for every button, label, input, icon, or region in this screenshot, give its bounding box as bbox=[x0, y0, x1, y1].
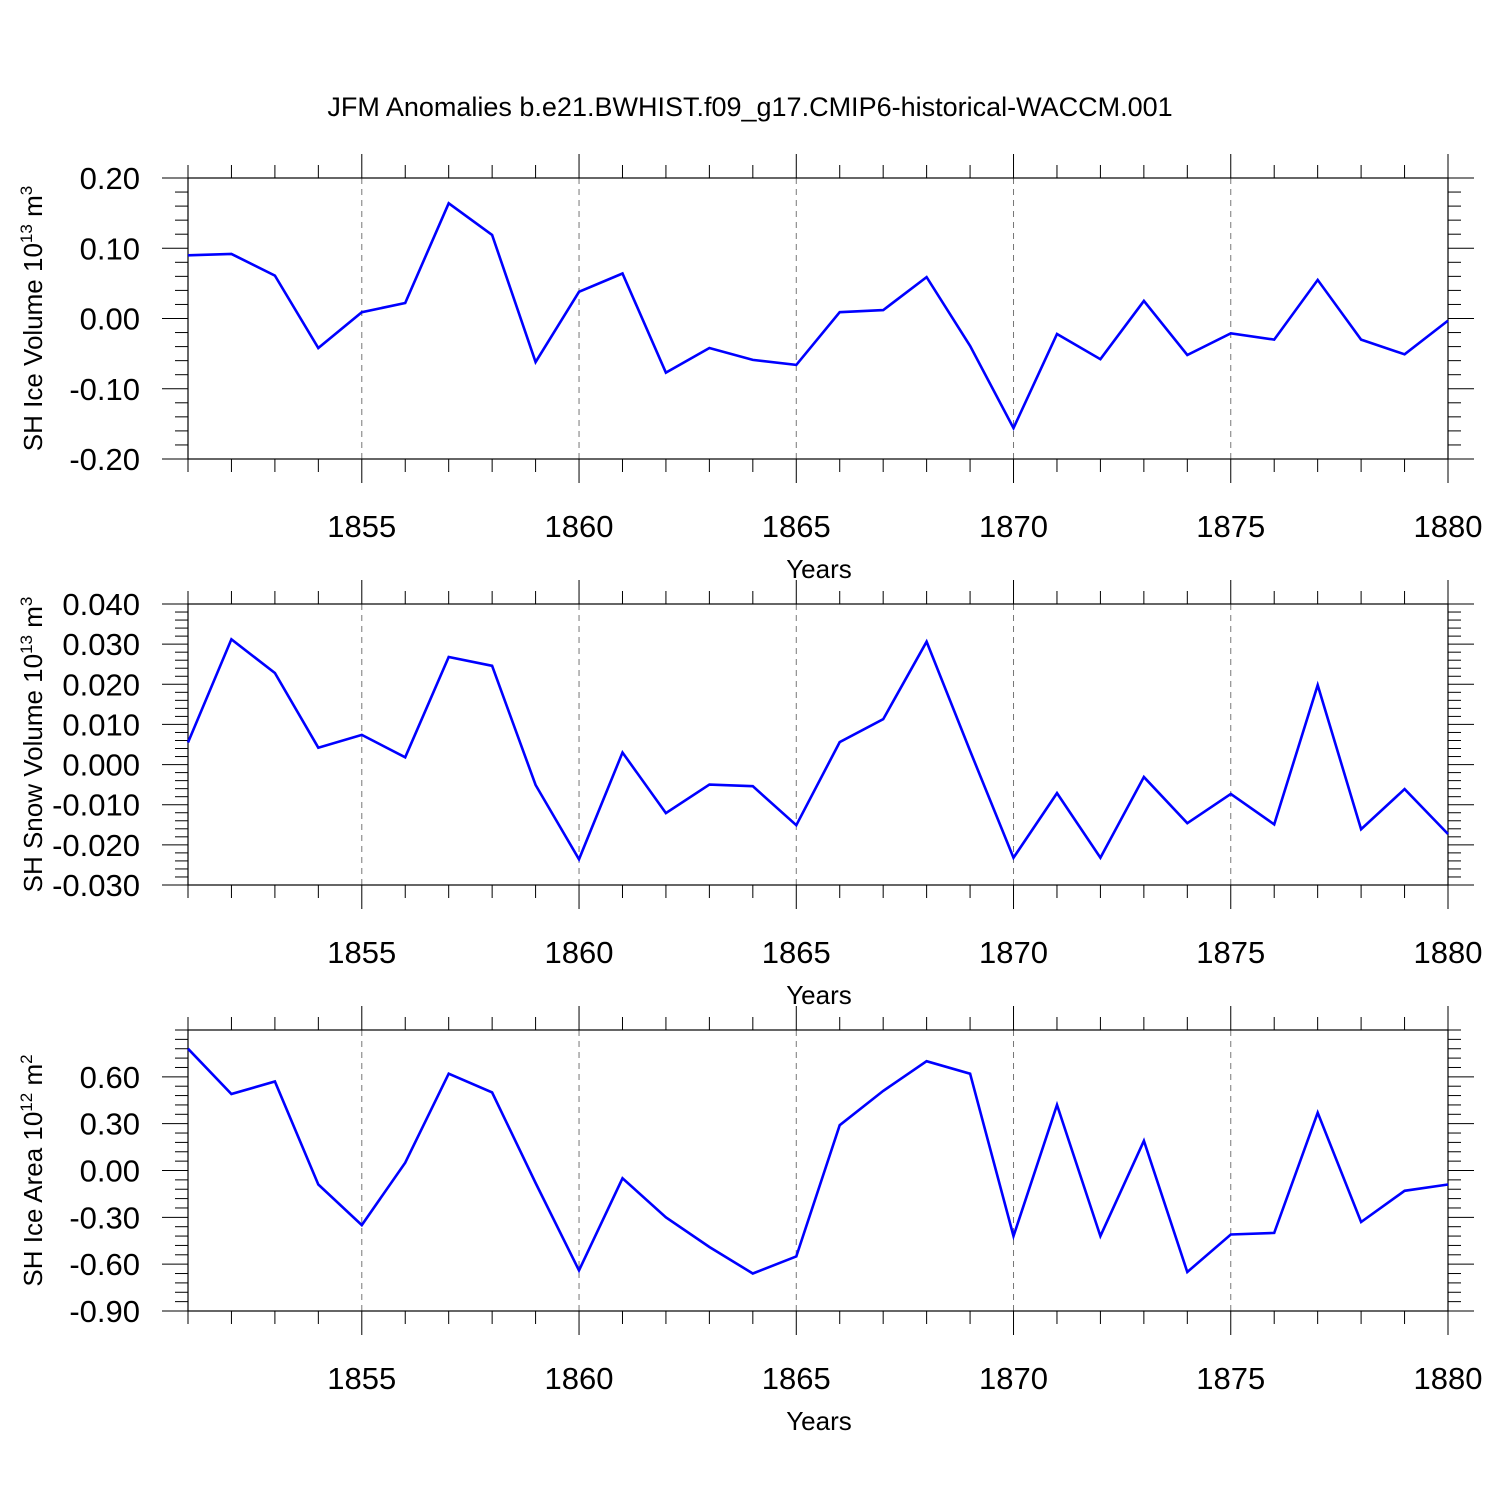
x-tick-label: 1855 bbox=[327, 509, 396, 544]
y-tick-label: 0.00 bbox=[80, 302, 140, 337]
x-tick-label: 1865 bbox=[762, 935, 831, 970]
y-tick-label: -0.010 bbox=[52, 788, 140, 823]
x-tick-label: 1880 bbox=[1414, 1361, 1483, 1396]
y-tick-label: 0.10 bbox=[80, 231, 140, 266]
y-tick-label: 0.030 bbox=[62, 627, 140, 662]
x-axis-title: Years bbox=[786, 1406, 852, 1436]
x-axis-title: Years bbox=[786, 554, 852, 584]
x-tick-label: 1865 bbox=[762, 509, 831, 544]
series-line bbox=[187, 201, 1449, 432]
figure-title: JFM Anomalies b.e21.BWHIST.f09_g17.CMIP6… bbox=[327, 92, 1172, 122]
y-tick-label: -0.90 bbox=[69, 1294, 140, 1329]
y-tick-label: -0.10 bbox=[69, 372, 140, 407]
y-tick-label: 0.000 bbox=[62, 748, 140, 783]
y-axis-title: SH Ice Volume 1013 m3 bbox=[17, 186, 48, 451]
y-tick-label: 0.60 bbox=[80, 1060, 140, 1095]
x-tick-label: 1855 bbox=[327, 1361, 396, 1396]
y-tick-label: -0.030 bbox=[52, 868, 140, 903]
x-tick-label: 1880 bbox=[1414, 509, 1483, 544]
series-line bbox=[187, 1047, 1449, 1275]
series-line bbox=[186, 637, 1449, 863]
x-tick-label: 1880 bbox=[1414, 935, 1483, 970]
x-axis-title: Years bbox=[786, 980, 852, 1010]
y-tick-label: 0.00 bbox=[80, 1154, 140, 1189]
y-tick-label: -0.020 bbox=[52, 828, 140, 863]
y-axis-title: SH Snow Volume 1013 m3 bbox=[17, 597, 48, 893]
y-tick-label: -0.30 bbox=[69, 1200, 140, 1235]
x-tick-label: 1865 bbox=[762, 1361, 831, 1396]
x-tick-label: 1875 bbox=[1196, 1361, 1265, 1396]
plot-frame bbox=[187, 1029, 1449, 1312]
y-tick-label: 0.010 bbox=[62, 707, 140, 742]
y-tick-label: -0.20 bbox=[69, 442, 140, 477]
panel-1: -0.20 -0.10 0.00 0.10 0.20 1855 1860 1865 1870 18… bbox=[17, 154, 1482, 584]
x-tick-label: 1870 bbox=[979, 935, 1048, 970]
y-tick-label: 0.040 bbox=[62, 587, 140, 622]
x-tick-label: 1860 bbox=[545, 509, 614, 544]
plot-frame bbox=[187, 603, 1449, 886]
x-tick-label: 1875 bbox=[1196, 935, 1265, 970]
y-tick-label: 0.020 bbox=[62, 667, 140, 702]
y-tick-label: 0.30 bbox=[80, 1107, 140, 1142]
x-tick-label: 1870 bbox=[979, 509, 1048, 544]
x-tick-label: 1870 bbox=[979, 1361, 1048, 1396]
x-tick-label: 1860 bbox=[545, 1361, 614, 1396]
x-tick-label: 1875 bbox=[1196, 509, 1265, 544]
x-tick-label: 1860 bbox=[545, 935, 614, 970]
y-tick-label: -0.60 bbox=[69, 1247, 140, 1282]
panel-3: -0.90 -0.60 -0.30 0.00 0.30 0.60 1855 1860 1865 1… bbox=[17, 1006, 1482, 1436]
x-tick-label: 1855 bbox=[327, 935, 396, 970]
plot-frame bbox=[187, 177, 1449, 460]
panel-2: -0.030 -0.020 -0.010 0.000 0.010 0.020 0.030 0.… bbox=[17, 580, 1482, 1010]
y-tick-label: 0.20 bbox=[80, 161, 140, 196]
y-axis-title: SH Ice Area 1012 m2 bbox=[17, 1054, 48, 1286]
